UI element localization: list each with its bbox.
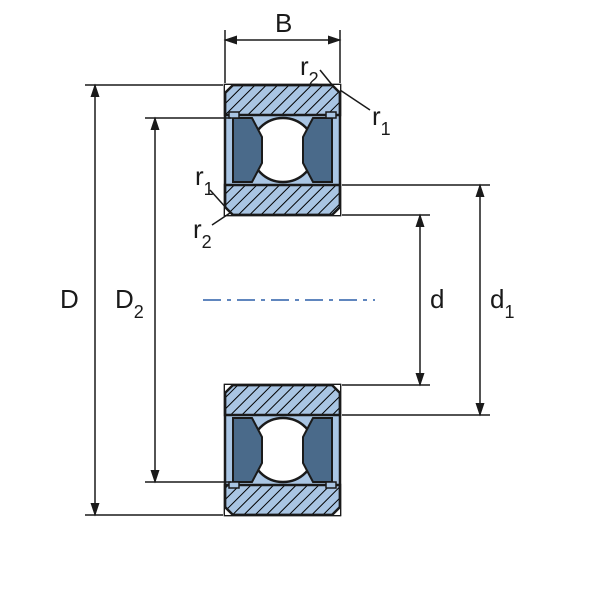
bearing-diagram: B D D2 d d1 r1 r1 r2 [0, 0, 600, 600]
label-B: B [275, 8, 292, 38]
bearing-bottom-section [225, 385, 340, 515]
dimension-d1: d1 [342, 185, 514, 415]
callout-r1-top: r1 [340, 90, 391, 139]
dimension-D: D [60, 85, 223, 515]
label-r2-b: r2 [193, 214, 212, 252]
label-D: D [60, 284, 79, 314]
label-r1-a: r1 [372, 101, 391, 139]
callout-r2-left: r2 [193, 213, 230, 252]
dimension-d: d [342, 215, 444, 385]
label-d1: d1 [490, 284, 514, 322]
callout-r1-left: r1 [195, 161, 228, 210]
label-D2: D2 [115, 284, 144, 322]
dimension-B: B [225, 8, 340, 83]
label-r1-b: r1 [195, 161, 214, 199]
label-d: d [430, 284, 444, 314]
label-r2-a: r2 [300, 51, 319, 89]
callout-r2-top: r2 [300, 51, 333, 89]
bearing-top-section [225, 85, 340, 215]
